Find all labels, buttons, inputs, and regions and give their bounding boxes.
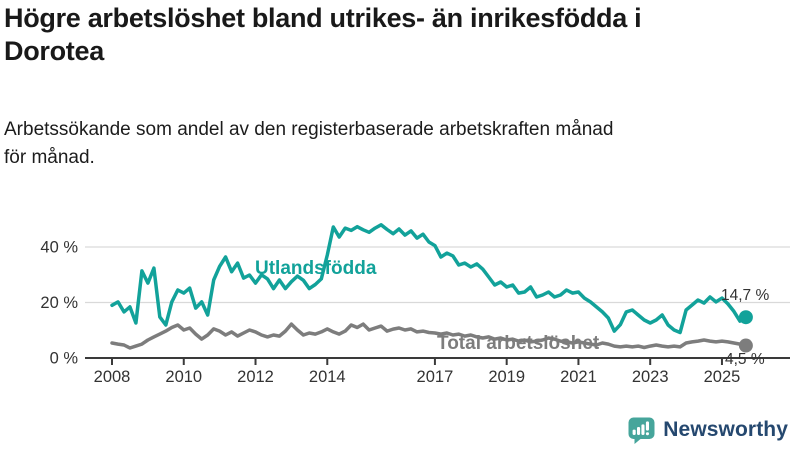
y-axis-label-20: 20 % — [40, 294, 78, 312]
bar-chart-bar-medium — [637, 426, 641, 435]
bar-chart-bar-short — [632, 429, 636, 435]
x-axis-label-2010: 2010 — [165, 368, 202, 386]
series-line-1 — [110, 322, 748, 350]
end-value-label-1: 4,5 % — [725, 351, 765, 368]
chart-subtitle: Arbetssökande som andel av den registerb… — [4, 119, 614, 168]
series-end-dot-0 — [738, 310, 753, 325]
exclamation-stem — [646, 420, 650, 431]
x-axis-label-2025: 2025 — [704, 368, 741, 386]
exclamation-dot — [646, 431, 650, 435]
x-axis-label-2008: 2008 — [94, 368, 131, 386]
x-axis-label-2012: 2012 — [237, 368, 274, 386]
newsworthy-logo-text: Newsworthy — [663, 418, 788, 441]
end-value-label-0: 14,7 % — [721, 287, 769, 304]
x-axis-label-2023: 2023 — [632, 368, 669, 386]
chart-title: Högre arbetslöshet bland utrikes- än inr… — [4, 3, 642, 67]
y-axis-label-0: 0 % — [50, 350, 79, 368]
series-line-0 — [110, 223, 748, 335]
x-axis-label-2019: 2019 — [488, 368, 525, 386]
x-axis-label-2017: 2017 — [417, 368, 454, 386]
series-end-dot-1 — [738, 338, 753, 353]
x-axis-label-2021: 2021 — [560, 368, 597, 386]
newsworthy-logo-icon — [628, 417, 655, 444]
series-label-0: Utlandsfödda — [255, 258, 377, 279]
line-chart: 0 % 20 % 40 % 2008 2010 2012 2014 2017 2019 2021 2… — [40, 223, 790, 386]
y-axis-label-40: 40 % — [40, 239, 78, 257]
series-label-1: Total arbetslöshet — [437, 333, 600, 354]
x-axis-label-2014: 2014 — [309, 368, 346, 386]
bar-chart-bar-tall — [641, 423, 645, 435]
newsworthy-logo: Newsworthy — [627, 415, 788, 445]
